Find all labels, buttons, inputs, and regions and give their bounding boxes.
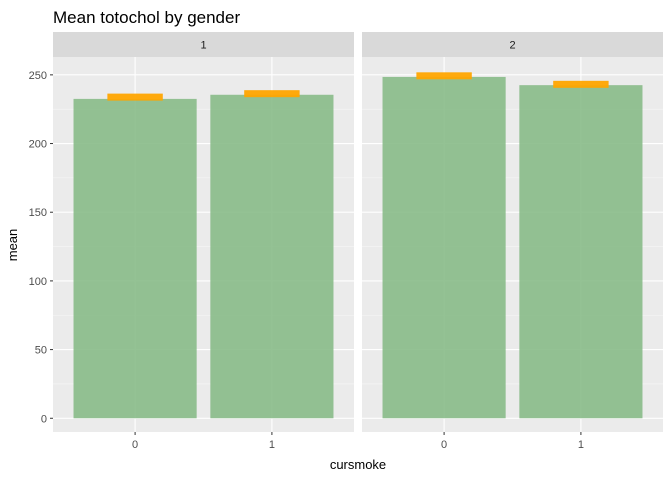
bar-cursmoke-1 xyxy=(210,94,334,419)
x-axis-title: cursmoke xyxy=(330,457,386,472)
chart-title: Mean totochol by gender xyxy=(53,8,240,27)
x-tick-label: 1 xyxy=(269,439,275,451)
facet-strip xyxy=(53,32,354,57)
y-tick-label: 100 xyxy=(29,276,47,288)
facet-strip-label: 1 xyxy=(200,40,206,52)
y-tick-label: 150 xyxy=(29,207,47,219)
x-tick-label: 1 xyxy=(578,439,584,451)
x-tick-label: 0 xyxy=(441,439,447,451)
y-tick-label: 0 xyxy=(41,413,47,425)
facet-strip xyxy=(362,32,663,57)
facet-panels: 1 0 1 2 0 1 xyxy=(53,32,663,451)
facet-strip-label: 2 xyxy=(509,40,515,52)
mean-marker-cursmoke-0 xyxy=(107,93,163,101)
y-tick-label: 250 xyxy=(29,70,47,82)
y-axis: 0 50 100 150 200 250 xyxy=(29,70,53,425)
mean-marker-cursmoke-0 xyxy=(416,72,472,80)
mean-marker-cursmoke-1 xyxy=(244,90,300,98)
bar-cursmoke-0 xyxy=(382,76,506,419)
facet-panel-2: 2 0 1 xyxy=(362,32,663,451)
bar-cursmoke-0 xyxy=(73,98,197,419)
mean-marker-cursmoke-1 xyxy=(553,80,609,88)
y-axis-title: mean xyxy=(5,229,20,262)
x-tick-label: 0 xyxy=(132,439,138,451)
y-tick-label: 50 xyxy=(35,345,47,357)
facet-panel-1: 1 0 1 xyxy=(53,32,354,451)
bar-cursmoke-1 xyxy=(519,85,643,419)
y-tick-label: 200 xyxy=(29,139,47,151)
